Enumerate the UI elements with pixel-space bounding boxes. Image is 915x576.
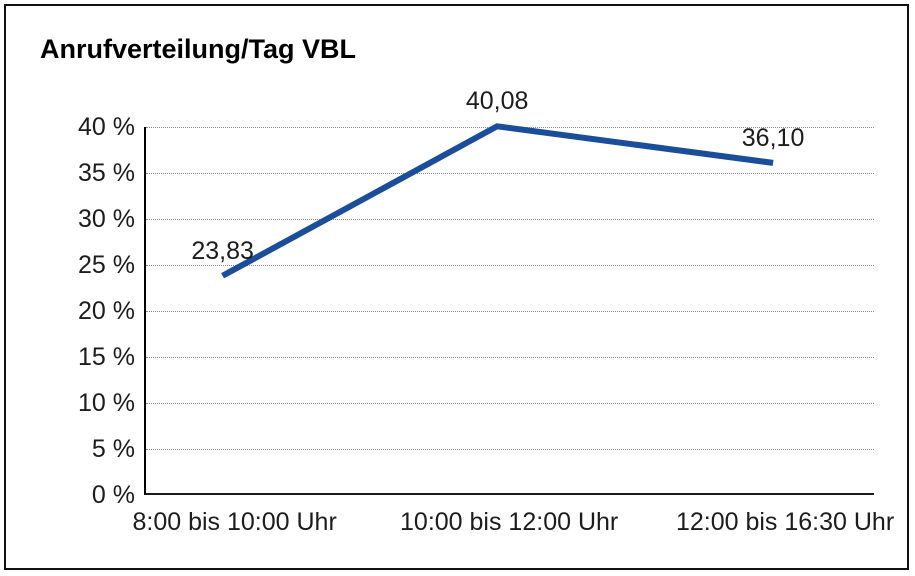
- x-axis-tick-label: 10:00 bis 12:00 Uhr: [400, 508, 619, 536]
- gridline: [146, 403, 874, 404]
- y-axis-tick-label: 35 %: [78, 159, 135, 187]
- y-axis-tick-label: 15 %: [78, 343, 135, 371]
- gridline: [146, 265, 874, 266]
- data-point-label: 23,83: [191, 236, 254, 265]
- y-axis-tick-label: 0 %: [91, 481, 135, 509]
- trend-line: [221, 123, 774, 279]
- gridline: [146, 219, 874, 220]
- data-point-label: 40,08: [465, 87, 529, 116]
- y-axis-tick-label: 20 %: [78, 297, 135, 325]
- gridline: [146, 311, 874, 312]
- y-axis-tick-label: 30 %: [78, 205, 135, 233]
- x-axis-tick-label: 12:00 bis 16:30 Uhr: [675, 508, 895, 536]
- chart-title: Anrufverteilung/Tag VBL: [40, 34, 357, 64]
- chart-frame: Anrufverteilung/Tag VBL 40 % 35 % 30 % 25 %…: [4, 4, 909, 570]
- plot-area: 23,83 40,08 36,10: [144, 87, 874, 495]
- gridline: [146, 357, 874, 358]
- data-point-label: 36,10: [741, 123, 805, 152]
- gridline: [146, 173, 874, 174]
- x-axis-tick-label: 8:00 bis 10:00 Uhr: [132, 508, 337, 536]
- y-axis-tick-label: 25 %: [78, 251, 135, 279]
- gridline: [146, 449, 874, 450]
- y-axis-tick-label: 5 %: [91, 435, 135, 463]
- line-series-svg: [221, 123, 774, 279]
- y-axis-tick-label: 40 %: [78, 113, 135, 141]
- y-axis-tick-label: 10 %: [78, 389, 135, 417]
